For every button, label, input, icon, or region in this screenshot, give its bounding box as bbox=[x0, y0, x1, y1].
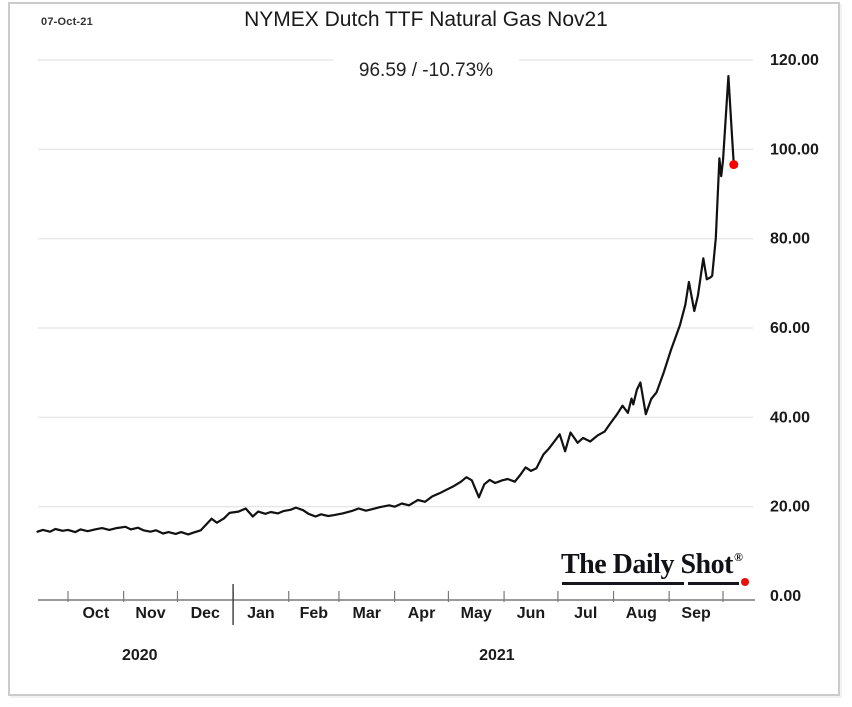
svg-text:2021: 2021 bbox=[479, 647, 515, 664]
svg-text:Mar: Mar bbox=[353, 605, 381, 622]
logo-underline-right bbox=[688, 582, 739, 585]
price-change-readout: 96.59 / -10.73% bbox=[0, 44, 852, 84]
as-of-date-label: 07-Oct-21 bbox=[41, 16, 93, 28]
chart-title: NYMEX Dutch TTF Natural Gas Nov21 bbox=[244, 8, 608, 31]
logo-red-dot-icon bbox=[741, 578, 749, 586]
price-line bbox=[36, 75, 735, 536]
logo-underline-left bbox=[562, 582, 684, 585]
svg-text:0.00: 0.00 bbox=[770, 588, 801, 605]
svg-text:2020: 2020 bbox=[122, 647, 158, 664]
svg-text:80.00: 80.00 bbox=[770, 231, 810, 248]
svg-text:20.00: 20.00 bbox=[770, 499, 810, 516]
svg-text:Jun: Jun bbox=[517, 605, 545, 622]
svg-text:Feb: Feb bbox=[300, 605, 329, 622]
svg-text:Jan: Jan bbox=[247, 605, 275, 622]
price-change-text: 96.59 / -10.73% bbox=[332, 44, 520, 84]
svg-text:40.00: 40.00 bbox=[770, 409, 810, 426]
svg-text:120.00: 120.00 bbox=[770, 52, 819, 69]
svg-text:Apr: Apr bbox=[408, 605, 436, 622]
svg-text:Aug: Aug bbox=[626, 605, 657, 622]
svg-text:Nov: Nov bbox=[135, 605, 165, 622]
registered-trademark: ® bbox=[733, 549, 743, 564]
svg-text:Oct: Oct bbox=[82, 605, 109, 622]
svg-text:May: May bbox=[461, 605, 492, 622]
svg-text:60.00: 60.00 bbox=[770, 320, 810, 337]
panel-border bbox=[8, 2, 840, 696]
svg-text:Sep: Sep bbox=[681, 605, 711, 622]
svg-text:100.00: 100.00 bbox=[770, 141, 819, 158]
svg-text:Dec: Dec bbox=[191, 605, 220, 622]
daily-shot-logo: The Daily Shot® bbox=[561, 549, 761, 589]
last-price-marker bbox=[729, 160, 739, 170]
svg-text:Jul: Jul bbox=[574, 605, 597, 622]
logo-text: The Daily Shot bbox=[561, 549, 733, 580]
